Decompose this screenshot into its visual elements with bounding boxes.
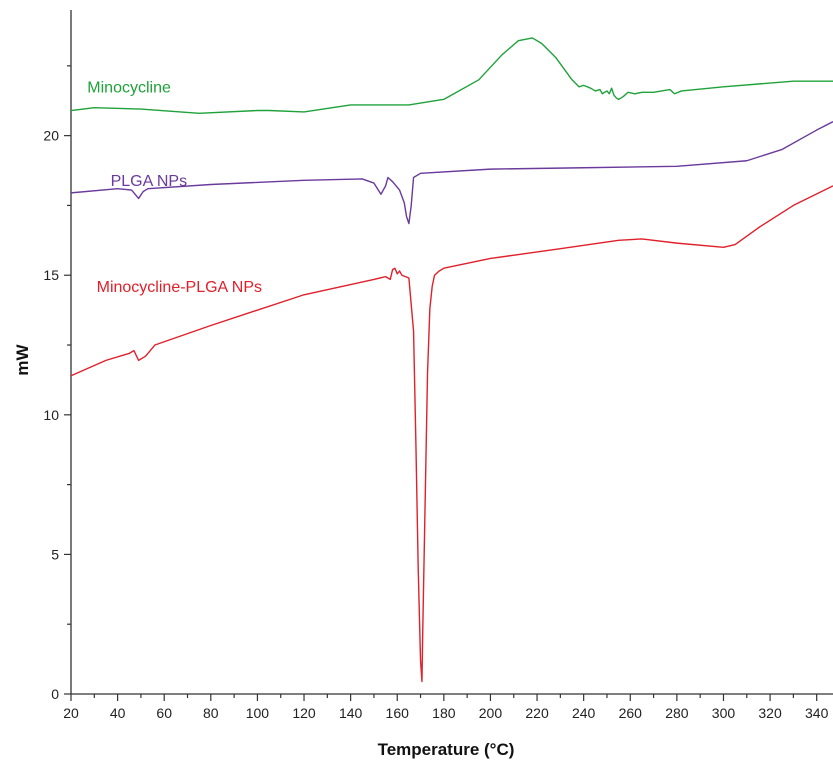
- x-tick-label: 160: [386, 705, 410, 721]
- x-tick-label: 200: [479, 705, 503, 721]
- y-tick-label: 0: [51, 686, 59, 702]
- ticks: [64, 65, 818, 701]
- axes: [70, 10, 833, 695]
- x-tick-label: 340: [805, 705, 829, 721]
- series-minocycline-label: Minocycline: [87, 79, 171, 96]
- series-labels: Minocycline PLGA NPs Minocycline-PLGA NPs: [87, 79, 262, 296]
- x-tick-label: 280: [665, 705, 689, 721]
- x-tick-label: 40: [110, 705, 126, 721]
- x-tick-label: 300: [712, 705, 736, 721]
- x-tick-label: 220: [525, 705, 549, 721]
- series-minocycline-plga-nps-label: Minocycline-PLGA NPs: [97, 279, 262, 296]
- series-minocycline-plga-nps-line: [70, 185, 833, 683]
- x-tick-label: 140: [339, 705, 363, 721]
- x-tick-label: 60: [156, 705, 172, 721]
- x-axis-title: Temperature (°C): [378, 740, 515, 759]
- y-tick-label: 15: [43, 267, 59, 283]
- curves: [70, 37, 833, 683]
- y-axis-title: mW: [13, 343, 32, 375]
- x-tick-label: 260: [619, 705, 643, 721]
- series-minocycline-line: [70, 37, 833, 114]
- x-tick-label: 100: [246, 705, 270, 721]
- x-tick-label: 20: [63, 705, 79, 721]
- series-plga-nps-label: PLGA NPs: [111, 173, 187, 190]
- x-tick-label: 120: [292, 705, 316, 721]
- y-tick-label: 5: [51, 546, 59, 562]
- y-tick-label: 20: [43, 128, 59, 144]
- x-tick-label: 180: [432, 705, 456, 721]
- series-plga-nps-line: [70, 121, 833, 225]
- y-tick-label: 10: [43, 407, 59, 423]
- x-tick-label: 320: [758, 705, 782, 721]
- x-tick-label: 80: [203, 705, 219, 721]
- tick-labels: 20 40 60 80 100 120 140 160 180 200 220 240 260 280 30…: [43, 128, 828, 721]
- x-tick-label: 240: [572, 705, 596, 721]
